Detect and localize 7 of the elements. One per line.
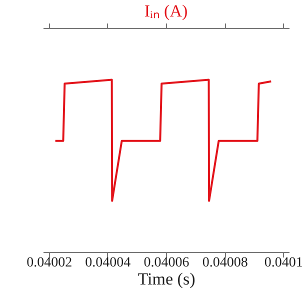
x-tick-label: 0.04008 [202, 256, 248, 270]
x-tick-label: 0.04004 [85, 256, 131, 270]
x-tick-label: 0.0401 [264, 256, 302, 270]
x-axis-title: Time (s) [138, 270, 196, 288]
x-tick-label: 0.04006 [144, 256, 190, 270]
chart-title: Iᵢₙ (A) [144, 2, 188, 20]
x-tick-label: 0.04002 [26, 256, 72, 270]
